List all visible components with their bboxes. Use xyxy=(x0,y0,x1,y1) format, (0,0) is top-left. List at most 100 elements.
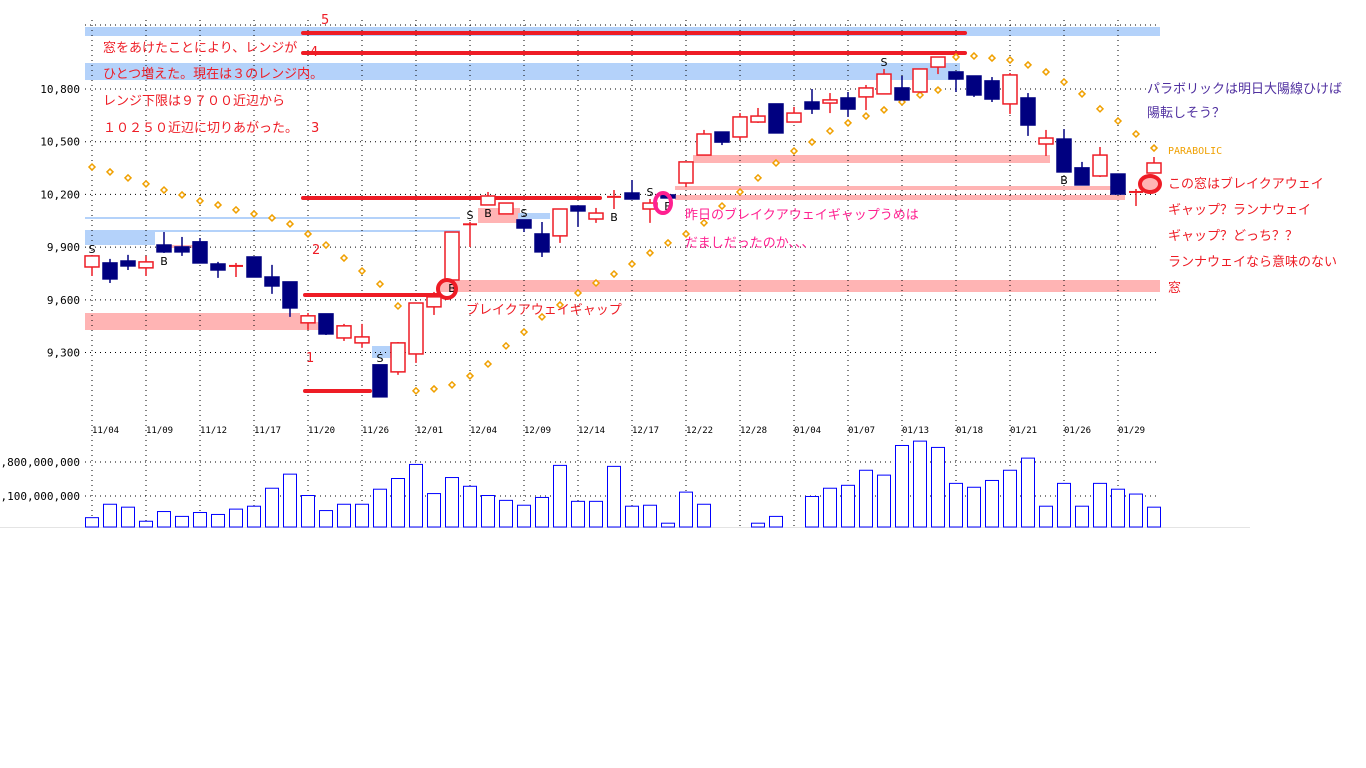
parabolic-dot xyxy=(645,248,655,257)
date-tick-label: 11/17 xyxy=(254,426,281,436)
range-lines xyxy=(301,31,967,393)
window-note-line: この窓はブレイクアウェイ xyxy=(1168,176,1324,192)
range-band xyxy=(85,63,960,80)
candle-body xyxy=(1110,173,1126,195)
volume-bar xyxy=(1129,493,1143,528)
price-tick-label: 9,900 xyxy=(47,241,80,254)
range-number-5: 5 xyxy=(321,13,329,28)
parabolic-dot xyxy=(465,371,475,380)
range-note-line: １０２５０近辺に切りあがった。 xyxy=(103,121,298,136)
candle-body xyxy=(444,231,460,281)
candle-body xyxy=(426,296,442,308)
candle-body xyxy=(984,80,1000,100)
candle-body xyxy=(120,260,136,267)
volume-bar xyxy=(229,508,243,528)
volume-bar xyxy=(193,512,207,528)
date-tick-label: 11/20 xyxy=(308,426,335,436)
candle-body xyxy=(1056,138,1072,173)
candle-body xyxy=(1002,74,1018,105)
candle-body xyxy=(966,75,982,96)
candle-body xyxy=(498,202,514,215)
candle-body xyxy=(822,99,838,104)
parabolic-dot xyxy=(789,146,799,156)
window-note-line: ランナウェイなら意味のない xyxy=(1168,254,1337,270)
candle-body xyxy=(282,281,298,309)
candle-body xyxy=(138,261,154,269)
parabolic-dot xyxy=(879,105,889,114)
candle-body xyxy=(318,313,334,335)
volume-bar xyxy=(877,474,891,528)
parabolic-dot xyxy=(573,288,583,298)
volume-bar xyxy=(427,493,441,528)
price-tick-label: 9,600 xyxy=(47,294,80,307)
volume-bar xyxy=(265,487,279,528)
parabolic-dot xyxy=(429,384,439,393)
parabolic-dot xyxy=(1077,89,1087,98)
price-tick-label: 10,800 xyxy=(40,83,80,96)
buy-signal: B xyxy=(484,207,492,220)
candle-body xyxy=(894,87,910,101)
volume-bar xyxy=(445,477,459,528)
parabolic-dot xyxy=(735,187,745,197)
candle-body xyxy=(534,233,550,253)
candle-body xyxy=(1038,137,1054,145)
price-tick-label: 9,300 xyxy=(47,347,80,360)
candle-body xyxy=(912,68,928,93)
volume-bar xyxy=(247,505,261,528)
range-number-4: 4 xyxy=(310,45,318,60)
candle-body xyxy=(876,73,892,95)
volume-bar xyxy=(805,495,819,528)
candle-series xyxy=(84,56,1162,398)
volume-bar xyxy=(1147,506,1161,528)
parabolic-dot xyxy=(339,253,349,263)
candle-body xyxy=(696,133,712,156)
range-band xyxy=(85,231,155,245)
parabolic-dot xyxy=(1149,143,1159,153)
date-tick-label: 01/13 xyxy=(902,426,929,436)
range-band xyxy=(675,186,1112,190)
parabolic-dot xyxy=(951,52,961,62)
candle-body xyxy=(930,56,946,68)
parabolic-dot xyxy=(123,173,133,182)
window-note-line: 窓 xyxy=(1168,280,1181,296)
range-band xyxy=(85,313,300,330)
parabolic-dot xyxy=(231,205,241,214)
candle-body xyxy=(300,315,316,324)
range-band xyxy=(85,230,460,232)
date-tick-label: 12/04 xyxy=(470,426,497,436)
volume-bar xyxy=(1021,457,1035,528)
volume-tick-label: 2,800,000,000 xyxy=(0,456,80,469)
volume-bar xyxy=(301,495,315,528)
parabolic-dot xyxy=(393,301,403,311)
volume-bar xyxy=(1057,482,1071,528)
date-tick-label: 11/26 xyxy=(362,426,389,436)
date-tick-label: 01/18 xyxy=(956,426,983,436)
buy-signal: B xyxy=(448,282,456,295)
price-tick-label: 10,200 xyxy=(40,188,80,201)
volume-bar xyxy=(211,513,225,528)
parabolic-dot xyxy=(843,118,853,127)
volume-bar xyxy=(535,496,549,528)
volume-bar xyxy=(1039,505,1053,528)
parabolic-dot xyxy=(1113,116,1123,126)
volume-bar xyxy=(337,503,351,528)
parabolic-dot xyxy=(501,341,511,350)
volume-bar xyxy=(985,479,999,528)
date-tick-label: 01/07 xyxy=(848,426,875,436)
date-tick-label: 01/04 xyxy=(794,426,821,436)
sell-signal: S xyxy=(89,243,96,256)
volume-bar xyxy=(1111,488,1125,528)
candle-body xyxy=(480,195,496,206)
parabolic-dot xyxy=(303,229,313,239)
parabolic-dot xyxy=(447,380,457,389)
volume-bar xyxy=(373,488,387,528)
volume-bar xyxy=(355,503,369,528)
candle-body xyxy=(354,336,370,344)
date-tick-label: 11/04 xyxy=(92,426,119,436)
parabolic-dot xyxy=(987,54,997,63)
gap-markers xyxy=(436,174,1162,300)
candle-body xyxy=(174,246,190,253)
parabolic-note-line: パラボリックは明日大陽線ひけば xyxy=(1147,81,1342,97)
sell-signal: S xyxy=(467,209,474,222)
